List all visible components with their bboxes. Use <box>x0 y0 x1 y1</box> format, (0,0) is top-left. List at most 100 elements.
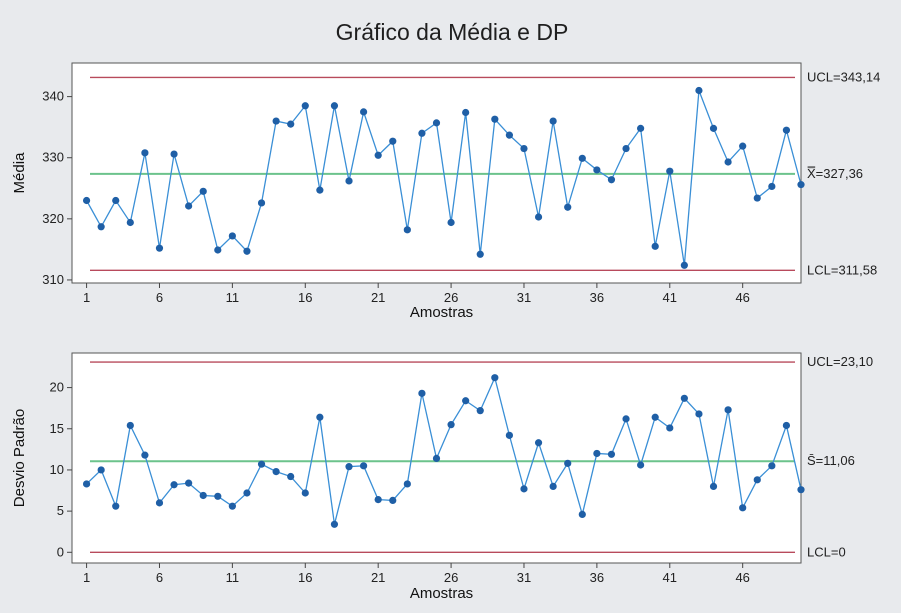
data-point <box>228 232 236 240</box>
data-point <box>637 461 645 469</box>
x-tick-label: 36 <box>590 570 604 585</box>
center-label: X̿=327,36 <box>807 166 863 181</box>
data-point <box>155 499 164 507</box>
y-tick-label: 320 <box>42 211 64 226</box>
y-tick-label: 15 <box>50 421 64 436</box>
data-point <box>199 491 207 500</box>
data-point <box>709 124 718 132</box>
data-point <box>593 449 601 458</box>
data-point <box>330 102 339 110</box>
data-point <box>520 485 528 493</box>
data-point <box>301 489 309 497</box>
x-tick-label: 26 <box>444 290 458 305</box>
x-tick-label: 16 <box>298 290 312 305</box>
data-point <box>637 124 645 132</box>
y-tick-label: 310 <box>42 272 64 287</box>
y-axis-label: Desvio Padrão <box>11 409 28 507</box>
x-tick-label: 6 <box>156 290 163 305</box>
y-tick-label: 340 <box>42 89 64 104</box>
data-point <box>666 424 674 432</box>
data-point <box>607 176 616 184</box>
data-point <box>622 415 630 423</box>
data-point <box>360 462 368 470</box>
data-point <box>447 218 455 227</box>
data-point <box>520 144 528 153</box>
data-point <box>272 467 280 476</box>
data-point <box>418 129 426 137</box>
data-point <box>651 413 659 421</box>
data-point <box>739 142 747 150</box>
data-point <box>389 137 397 145</box>
data-point <box>607 450 616 458</box>
data-point <box>549 117 557 125</box>
ucl-label: UCL=23,10 <box>807 354 873 369</box>
data-point <box>462 397 470 405</box>
data-point <box>82 196 91 205</box>
data-point <box>739 504 747 512</box>
data-point <box>330 520 339 528</box>
data-point <box>141 451 149 459</box>
data-point <box>695 410 703 418</box>
x-tick-label: 41 <box>663 570 677 585</box>
data-point <box>768 462 776 470</box>
data-point <box>403 480 411 488</box>
y-axis-label: Média <box>11 152 28 194</box>
x-tick-label: 6 <box>156 570 163 585</box>
x-tick-label: 36 <box>590 290 604 305</box>
data-point <box>709 482 718 491</box>
data-point <box>228 502 236 510</box>
data-point <box>112 196 120 205</box>
data-point <box>666 167 674 175</box>
x-tick-label: 1 <box>83 570 90 585</box>
data-point <box>462 108 470 117</box>
data-point <box>782 421 791 430</box>
x-tick-label: 41 <box>663 290 677 305</box>
data-point <box>287 472 295 481</box>
data-point <box>564 459 572 467</box>
data-point <box>505 431 513 439</box>
data-point <box>797 486 805 494</box>
data-point <box>491 115 499 123</box>
data-point <box>724 158 732 166</box>
x-axis-label: Amostras <box>410 585 473 602</box>
data-point <box>97 223 105 231</box>
x-tick-label: 16 <box>298 570 312 585</box>
lcl-label: LCL=0 <box>807 544 846 559</box>
data-point <box>214 246 222 254</box>
data-point <box>374 151 382 159</box>
data-point <box>82 480 91 488</box>
data-point <box>651 242 659 250</box>
data-point <box>491 374 499 382</box>
x-tick-label: 31 <box>517 290 531 305</box>
y-tick-label: 0 <box>57 544 64 559</box>
data-point <box>564 203 572 211</box>
data-point <box>753 476 761 484</box>
data-point <box>724 406 732 414</box>
data-point <box>680 261 688 269</box>
data-point <box>112 502 120 510</box>
x-tick-label: 1 <box>83 290 90 305</box>
data-point <box>768 182 776 191</box>
x-tick-label: 11 <box>226 290 240 305</box>
y-tick-label: 10 <box>50 462 64 477</box>
data-point <box>622 144 630 153</box>
center-label: S̄=11,06 <box>807 453 855 468</box>
data-point <box>753 194 761 202</box>
data-point <box>185 202 193 210</box>
data-point <box>126 218 134 227</box>
data-point <box>345 463 353 471</box>
data-point <box>432 454 441 463</box>
data-point <box>476 250 484 258</box>
data-point <box>389 496 397 505</box>
data-point <box>257 199 266 207</box>
chart-title: Gráfico da Média e DP <box>336 19 569 45</box>
data-point <box>272 117 280 125</box>
data-point <box>418 389 426 397</box>
x-tick-label: 46 <box>735 570 749 585</box>
data-point <box>316 413 324 421</box>
y-tick-label: 330 <box>42 150 64 165</box>
